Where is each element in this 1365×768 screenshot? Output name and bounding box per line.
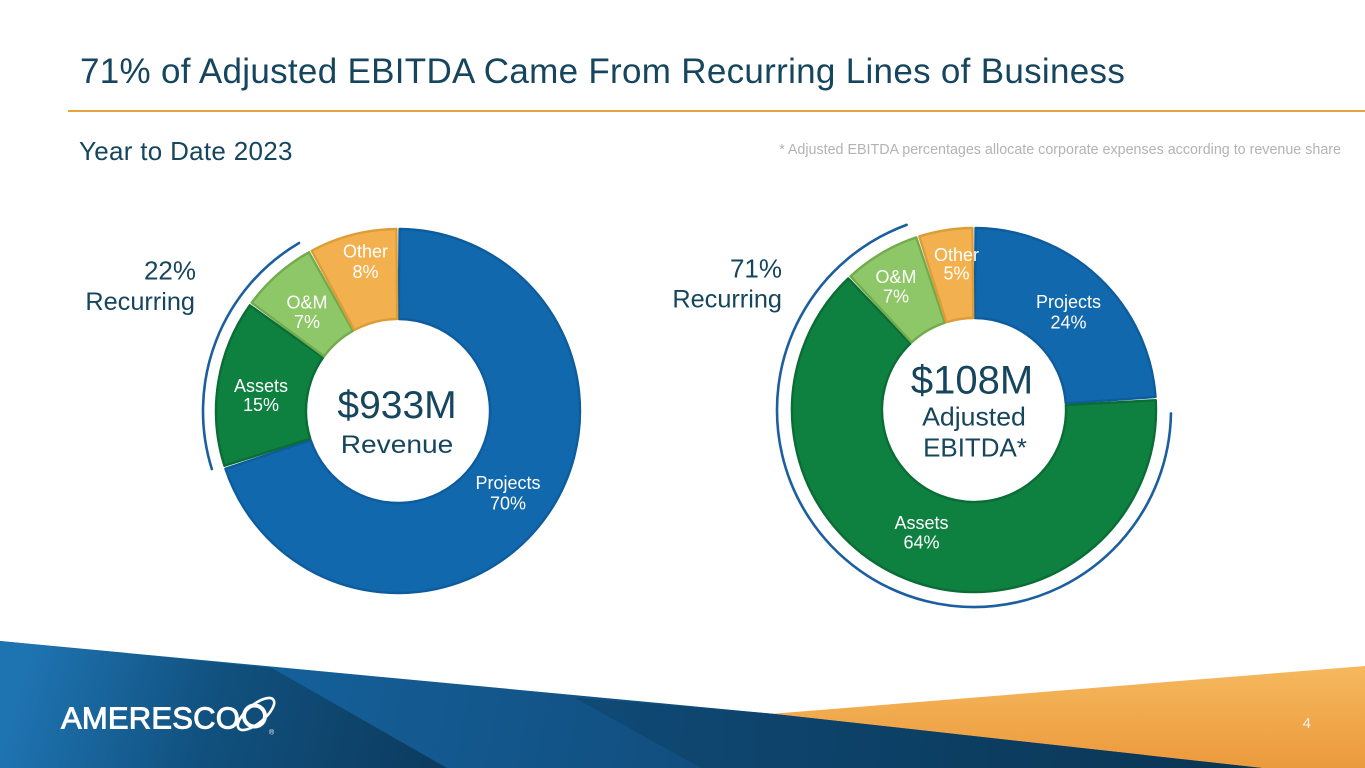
svg-text:24%: 24% (1050, 313, 1086, 333)
svg-text:EBITDA*: EBITDA* (923, 433, 1027, 463)
svg-text:7%: 7% (883, 287, 909, 307)
svg-text:AMERESCO: AMERESCO (61, 701, 240, 736)
svg-text:64%: 64% (903, 533, 939, 553)
svg-text:71%: 71% (730, 254, 782, 284)
svg-text:Other: Other (343, 242, 388, 262)
svg-text:Revenue: Revenue (341, 431, 454, 459)
svg-text:Recurring: Recurring (672, 286, 782, 314)
svg-text:Projects: Projects (1036, 292, 1101, 312)
svg-text:7%: 7% (294, 312, 320, 332)
svg-text:Recurring: Recurring (85, 288, 195, 316)
svg-text:$108M: $108M (911, 359, 1033, 403)
svg-text:Other: Other (934, 245, 979, 265)
svg-text:8%: 8% (352, 262, 378, 282)
svg-text:O&M: O&M (286, 293, 327, 313)
svg-text:4: 4 (1303, 715, 1311, 732)
svg-text:70%: 70% (490, 494, 526, 514)
svg-text:22%: 22% (144, 256, 196, 286)
svg-text:5%: 5% (943, 264, 969, 284)
svg-text:Adjusted: Adjusted (922, 402, 1026, 432)
svg-text:®: ® (269, 729, 275, 737)
svg-text:O&M: O&M (875, 267, 916, 287)
svg-text:Projects: Projects (475, 473, 540, 493)
svg-text:Assets: Assets (234, 376, 288, 396)
svg-text:Assets: Assets (894, 513, 948, 533)
svg-text:15%: 15% (243, 395, 279, 415)
svg-text:$933M: $933M (337, 384, 456, 427)
